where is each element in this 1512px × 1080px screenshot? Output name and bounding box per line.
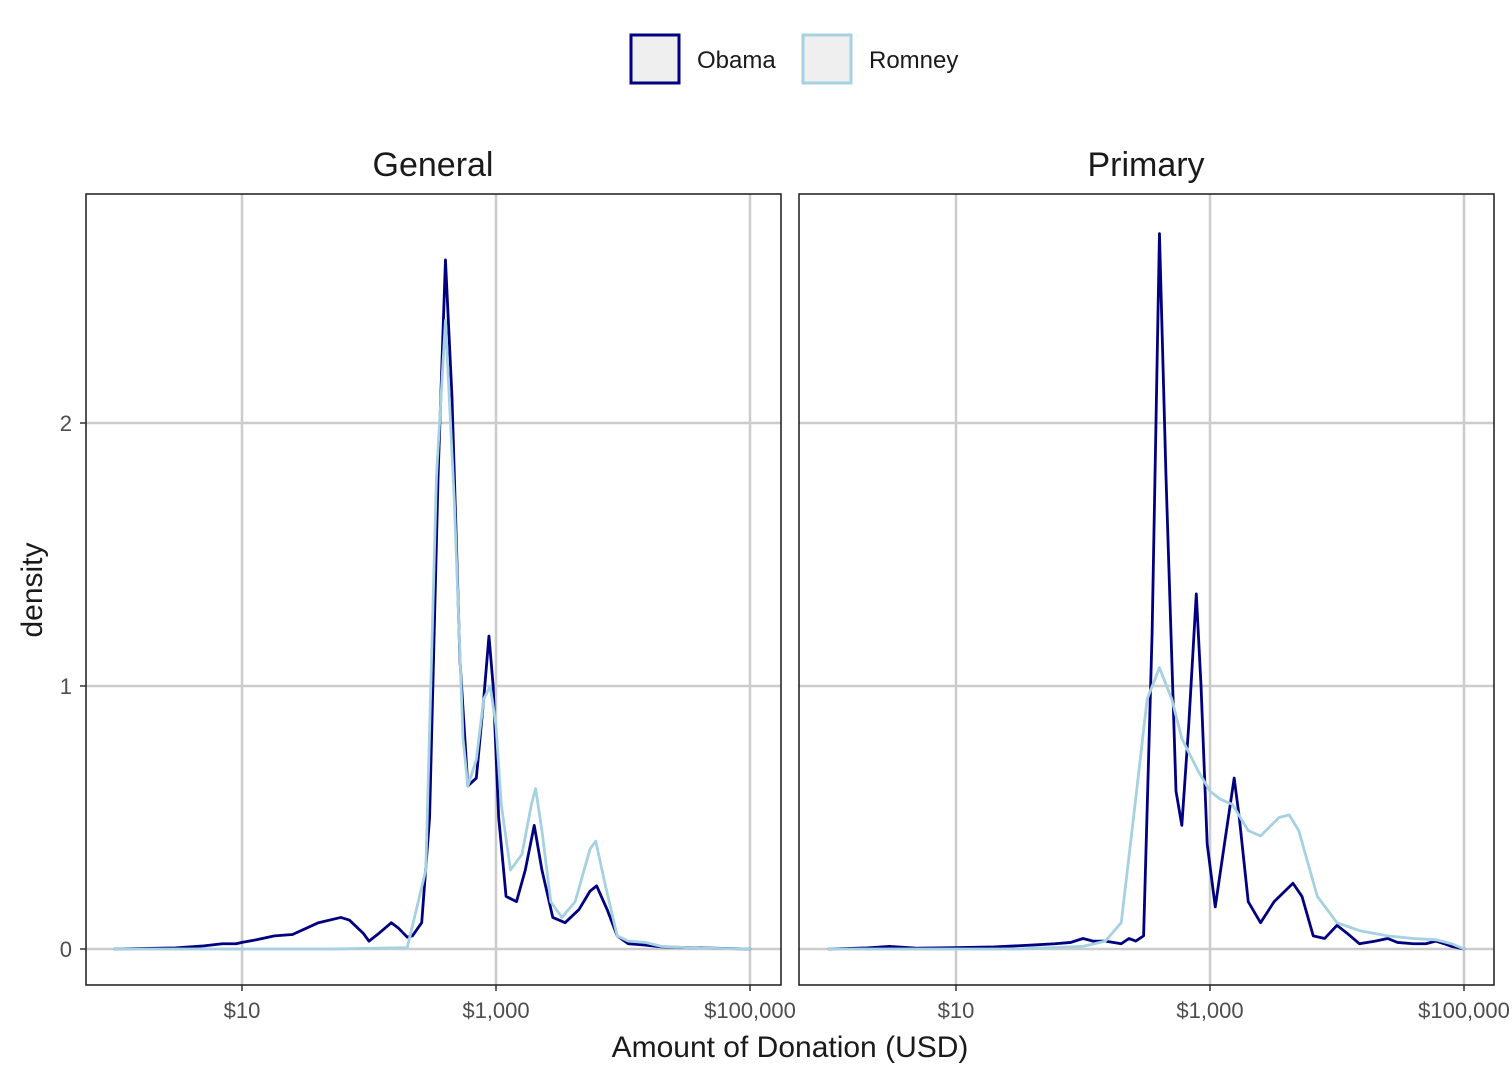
panel-primary: $10 $1,000 $100,000 <box>798 193 1510 1023</box>
legend-key-obama <box>629 33 681 85</box>
x-axis-title: Amount of Donation (USD) <box>612 1031 969 1064</box>
legend: Obama Romney <box>629 33 958 85</box>
x-tick-label: $10 <box>938 998 975 1023</box>
panel-title-general: General <box>373 146 494 184</box>
legend-label-romney: Romney <box>869 47 958 74</box>
x-tick-label: $1,000 <box>462 998 529 1023</box>
y-tick-label: 0 <box>60 937 72 962</box>
y-axis-ticks: 0 1 2 <box>60 411 86 962</box>
y-tick-label: 2 <box>60 411 72 436</box>
y-tick-label: 1 <box>60 674 72 699</box>
x-tick-label: $100,000 <box>1418 998 1510 1023</box>
legend-key-romney <box>801 33 853 85</box>
panel-title-primary: Primary <box>1087 146 1204 184</box>
y-axis-title: density <box>16 542 49 637</box>
series-line-romney <box>113 319 752 951</box>
panel-border <box>85 193 782 986</box>
x-tick-label: $10 <box>224 998 261 1023</box>
legend-label-obama: Obama <box>697 47 776 74</box>
panel-border <box>798 193 1495 986</box>
panel-general: $10 $1,000 $100,000 <box>85 193 796 1023</box>
series-line-obama <box>827 232 1466 951</box>
series-line-romney <box>827 666 1466 951</box>
x-tick-label: $100,000 <box>704 998 796 1023</box>
x-tick-label: $1,000 <box>1176 998 1243 1023</box>
